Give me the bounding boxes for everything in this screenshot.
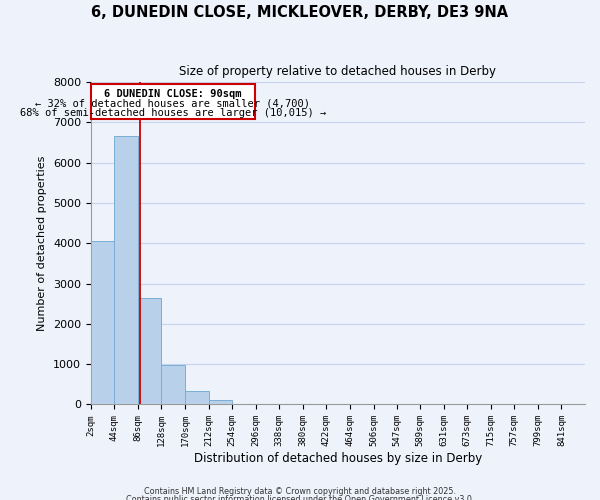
Bar [91,241,115,404]
Title: Size of property relative to detached houses in Derby: Size of property relative to detached ho… [179,65,496,78]
Text: 6, DUNEDIN CLOSE, MICKLEOVER, DERBY, DE3 9NA: 6, DUNEDIN CLOSE, MICKLEOVER, DERBY, DE3… [91,5,509,20]
Y-axis label: Number of detached properties: Number of detached properties [37,156,47,331]
Text: 68% of semi-detached houses are larger (10,015) →: 68% of semi-detached houses are larger (… [20,108,326,118]
Bar [138,298,161,405]
Bar [91,84,255,119]
X-axis label: Distribution of detached houses by size in Derby: Distribution of detached houses by size … [194,452,482,465]
Bar [185,392,209,404]
Text: ← 32% of detached houses are smaller (4,700): ← 32% of detached houses are smaller (4,… [35,98,310,108]
Text: Contains HM Land Registry data © Crown copyright and database right 2025.: Contains HM Land Registry data © Crown c… [144,486,456,496]
Bar [209,400,232,404]
Bar [161,365,185,405]
Bar [115,136,138,404]
Text: Contains public sector information licensed under the Open Government Licence v3: Contains public sector information licen… [126,494,474,500]
Text: 6 DUNEDIN CLOSE: 90sqm: 6 DUNEDIN CLOSE: 90sqm [104,89,242,99]
